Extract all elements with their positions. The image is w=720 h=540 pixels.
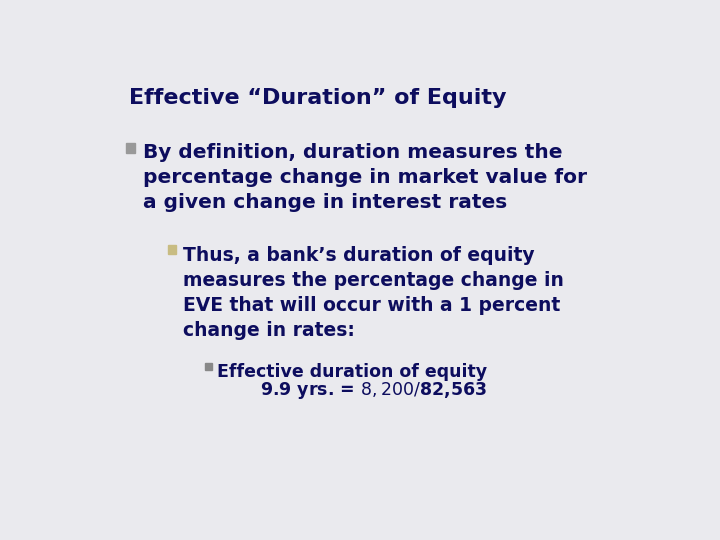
Bar xyxy=(168,245,176,254)
Bar xyxy=(126,143,135,153)
Bar xyxy=(204,363,212,370)
Text: 9.9 yrs. = $8,200 / $82,563: 9.9 yrs. = $8,200 / $82,563 xyxy=(260,380,487,401)
Text: By definition, duration measures the
percentage change in market value for
a giv: By definition, duration measures the per… xyxy=(143,143,587,212)
Text: Thus, a bank’s duration of equity
measures the percentage change in
EVE that wil: Thus, a bank’s duration of equity measur… xyxy=(183,246,564,340)
Text: Effective “Duration” of Equity: Effective “Duration” of Equity xyxy=(129,88,506,108)
Text: Effective duration of equity: Effective duration of equity xyxy=(217,363,487,381)
